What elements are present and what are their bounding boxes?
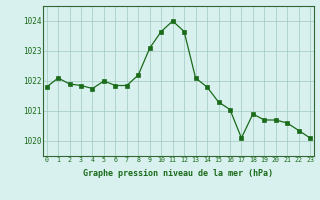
X-axis label: Graphe pression niveau de la mer (hPa): Graphe pression niveau de la mer (hPa) bbox=[84, 169, 273, 178]
